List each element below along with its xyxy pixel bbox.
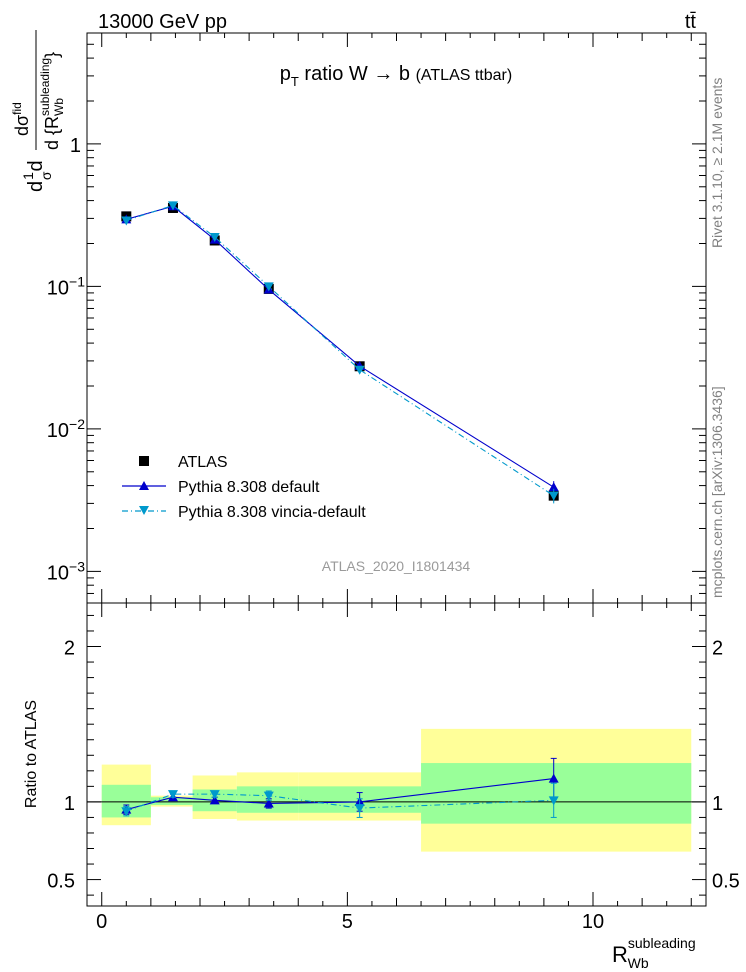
ratio-y-tick-label-right: 0.5: [712, 871, 740, 893]
main-data-point: [263, 282, 274, 292]
ratio-y-tick-label-left: 2: [64, 638, 75, 660]
ratio-y-tick-label-right: 1: [712, 793, 723, 815]
header-process-label: tt̄: [685, 11, 697, 33]
legend: ATLAS Pythia 8.308 default Pythia 8.308 …: [122, 454, 366, 521]
analysis-label: ATLAS_2020_I1801434: [322, 558, 471, 574]
chart-title: pT ratio W → b (ATLAS ttbar): [280, 63, 512, 89]
ratio-series-line: [126, 778, 554, 811]
mcplots-reference-label: mcplots.cern.ch [arXiv:1306.3436]: [709, 386, 725, 598]
ratio-x-tick-label: 0: [96, 911, 107, 933]
ratio-data-point: [548, 773, 559, 783]
main-data-point: [354, 365, 365, 375]
ratio-data-point: [209, 790, 220, 800]
ratio-data-point: [548, 796, 559, 806]
ratio-data-point: [167, 790, 178, 800]
main-y-tick-label: 10−1: [47, 273, 85, 299]
rivet-version-label: Rivet 3.1.10, ≥ 2.1M events: [709, 78, 725, 248]
main-axis-ticks: 10−3 10−2 10−1 1: [47, 32, 706, 604]
y-label-numerator: dσfid: [10, 102, 32, 136]
ratio-y-tick-label-left: 0.5: [47, 871, 75, 893]
main-y-tick-label: 10−3: [47, 558, 85, 584]
ratio-data-point: [263, 798, 274, 808]
main-panel: 10−3 10−2 10−1 1 pT ratio W → b (ATLAS ttba…: [10, 30, 707, 604]
ratio-band-inner: [421, 763, 692, 824]
main-series-layer: [121, 201, 559, 504]
main-plot-area: [87, 33, 706, 603]
legend-marker-atlas: [139, 456, 149, 466]
y-label-denominator: d {RWbsubleading}: [38, 52, 66, 150]
ratio-plot-frame: [86, 602, 707, 907]
legend-label-vincia-default: Pythia 8.308 vincia-default: [178, 504, 366, 521]
ratio-y-tick-label-right: 2: [712, 638, 723, 660]
ratio-uncertainty-bands: [101, 728, 692, 852]
header-energy-label: 13000 GeV pp: [98, 11, 227, 33]
legend-label-pythia-default: Pythia 8.308 default: [178, 479, 320, 496]
ratio-series-layer: [121, 757, 559, 818]
ratio-y-tick-label-left: 1: [64, 793, 75, 815]
legend-label-atlas: ATLAS: [178, 454, 228, 471]
legend-marker-vincia-default: [139, 506, 149, 515]
ratio-band-inner: [236, 786, 299, 813]
ratio-x-tick-label: 5: [342, 911, 353, 933]
ratio-data-point: [121, 807, 132, 817]
ratio-data-point: [263, 791, 274, 801]
ratio-data-point: [209, 795, 220, 805]
ratio-x-axis-label: Rsubleading Wb: [612, 935, 696, 971]
ratio-series-line: [126, 793, 554, 812]
main-data-point: [121, 216, 132, 226]
ratio-x-tick-label: 10: [582, 911, 604, 933]
main-data-point: [167, 201, 178, 211]
main-y-tick-label: 10−2: [47, 416, 85, 442]
y-label-prefix: d1 σd: [20, 160, 54, 192]
legend-marker-pythia-default: [139, 481, 149, 490]
ratio-data-point: [354, 804, 365, 814]
main-data-point: [209, 233, 220, 243]
main-data-point: [548, 491, 559, 501]
main-series-line: [126, 204, 555, 497]
ratio-panel: 0.5 0.5 1 1 2 2 0 5 10 Ratio to ATLAS Rsubleadin…: [23, 602, 740, 971]
main-y-axis-label: d1 σd dσfid d {RWbsubleading}: [10, 30, 66, 192]
ratio-axis-ticks: 0.5 0.5 1 1 2 2 0 5 10: [47, 603, 740, 933]
main-data-point: [548, 482, 559, 492]
main-y-tick-label: 1: [70, 135, 81, 157]
ratio-y-axis-label: Ratio to ATLAS: [23, 700, 40, 808]
